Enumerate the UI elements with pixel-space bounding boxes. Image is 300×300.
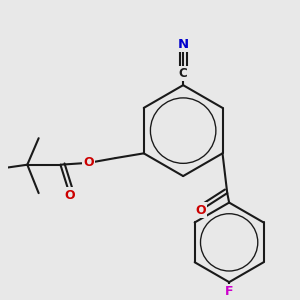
- Text: N: N: [178, 38, 189, 51]
- Text: O: O: [195, 204, 206, 217]
- Text: C: C: [179, 67, 188, 80]
- Text: F: F: [225, 285, 233, 298]
- Text: O: O: [83, 156, 94, 169]
- Text: O: O: [64, 188, 75, 202]
